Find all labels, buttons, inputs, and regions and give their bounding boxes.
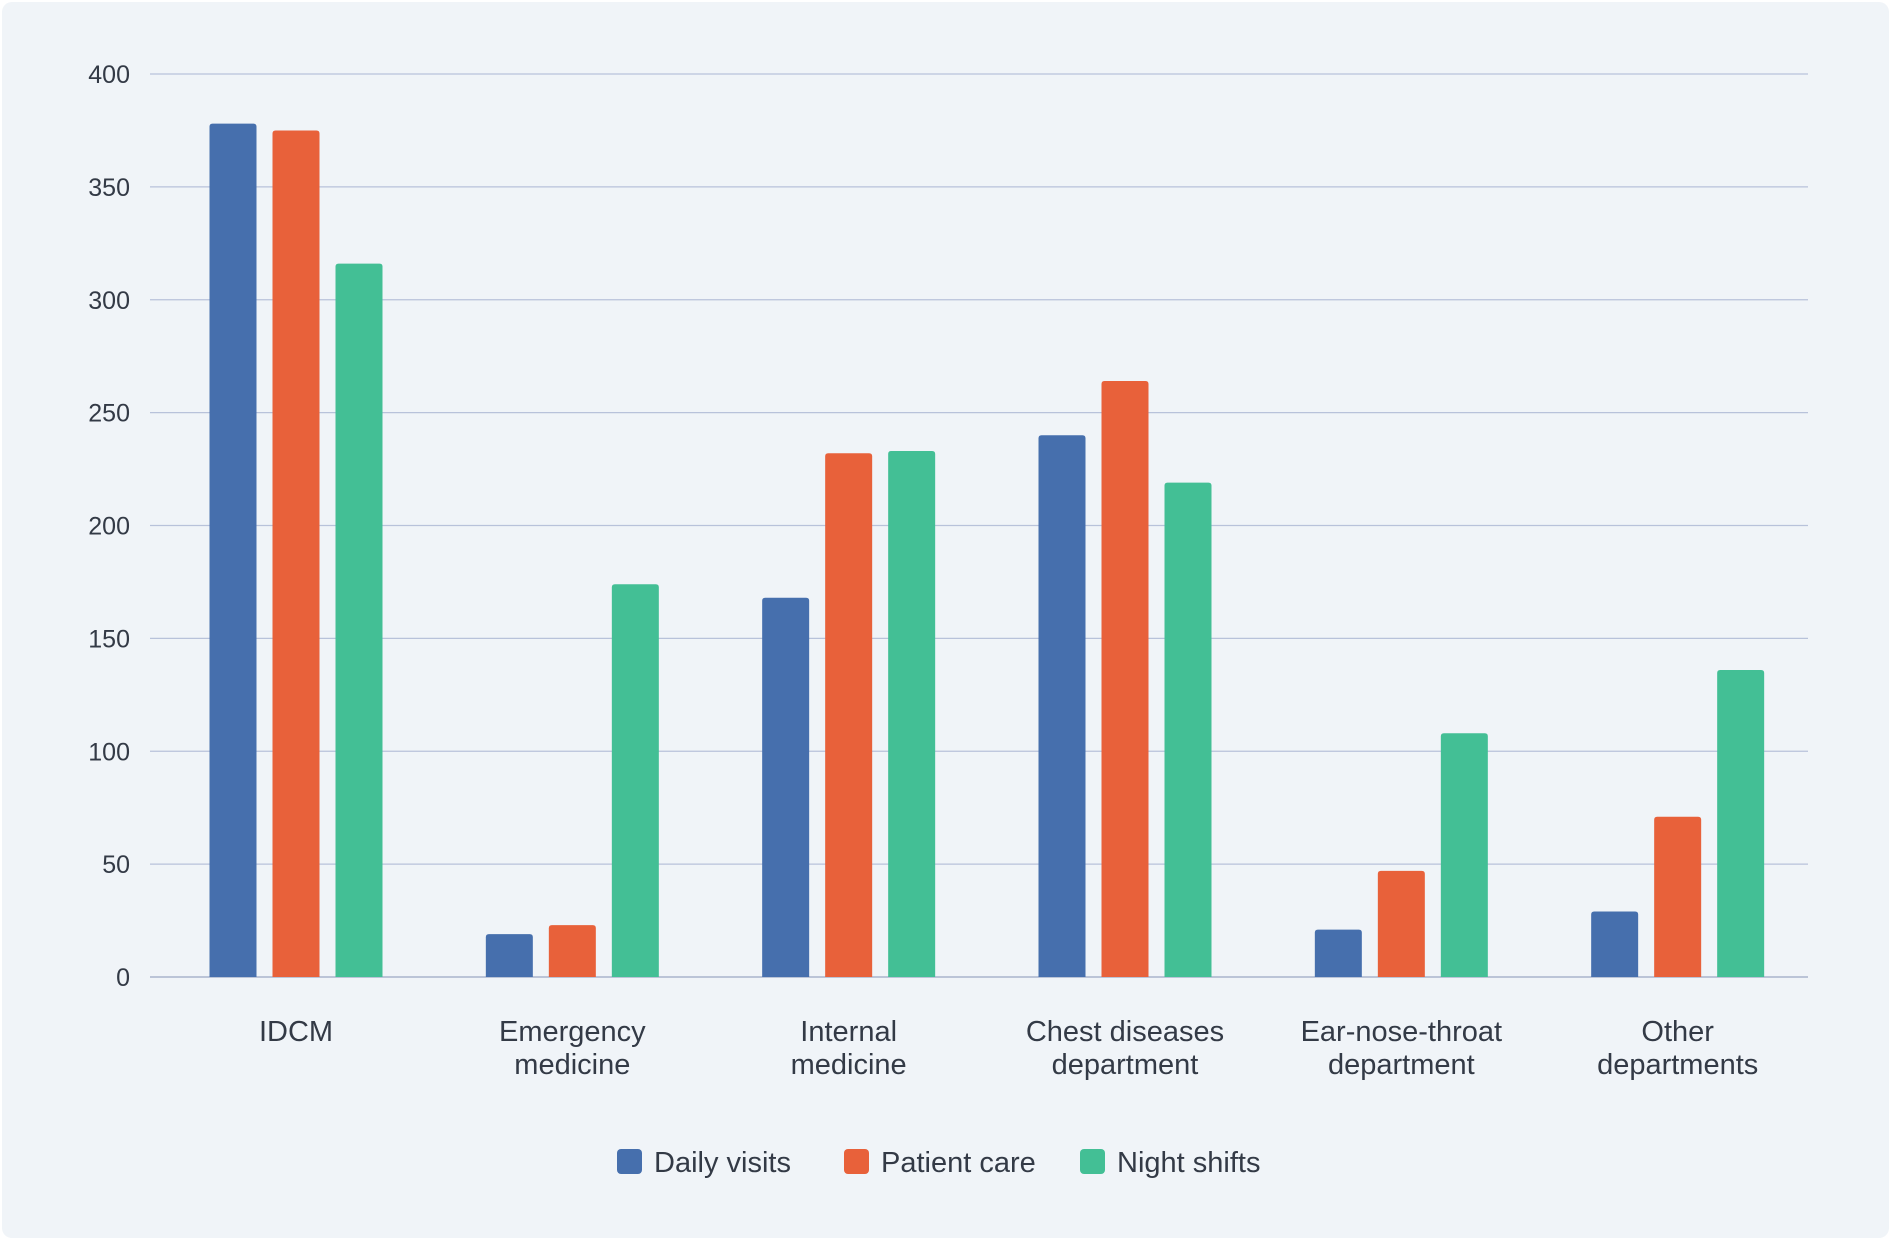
- legend-item: Patient care: [844, 1147, 1036, 1179]
- y-tick-label: 300: [88, 287, 130, 315]
- legend-swatch: [1080, 1149, 1105, 1174]
- bars: [209, 123, 1765, 978]
- y-tick-label: 250: [88, 400, 130, 428]
- legend-label: Night shifts: [1117, 1147, 1260, 1179]
- bar: [1591, 911, 1639, 977]
- bar: [1654, 816, 1702, 977]
- bar: [209, 123, 257, 978]
- y-axis-ticks: 0 50 100 150 200 250 300 350 400: [88, 61, 130, 992]
- bar: [1440, 733, 1488, 977]
- legend-label: Patient care: [881, 1147, 1036, 1179]
- legend-item: Night shifts: [1080, 1147, 1260, 1179]
- bar: [548, 925, 596, 977]
- y-tick-label: 100: [88, 738, 130, 766]
- x-category-label: Internal medicine: [791, 1016, 907, 1081]
- y-tick-label: 400: [88, 61, 130, 89]
- bar: [825, 453, 873, 977]
- bar: [1377, 870, 1425, 977]
- y-tick-label: 200: [88, 513, 130, 541]
- bar: [485, 934, 533, 977]
- bar: [611, 584, 659, 977]
- x-category-label: Chest diseases department: [1026, 1016, 1224, 1081]
- legend-swatch: [844, 1149, 869, 1174]
- legend-swatch: [617, 1149, 642, 1174]
- bar: [1717, 669, 1765, 977]
- y-tick-label: 50: [102, 851, 130, 879]
- x-category-label: IDCM: [259, 1016, 333, 1048]
- x-category-label: Other departments: [1597, 1016, 1758, 1081]
- bar: [1164, 482, 1212, 977]
- bar: [272, 130, 320, 977]
- bar: [888, 451, 936, 977]
- bar: [1038, 435, 1086, 977]
- y-tick-label: 150: [88, 625, 130, 653]
- y-tick-label: 0: [116, 964, 130, 992]
- y-tick-label: 350: [88, 174, 130, 202]
- bar: [1314, 929, 1362, 977]
- x-axis-categories: IDCM Emergency medicine Internal medicine Che…: [259, 1016, 1758, 1081]
- x-category-label: Emergency medicine: [499, 1016, 646, 1081]
- x-category-label: Ear-nose-throat department: [1301, 1016, 1503, 1081]
- legend: Daily visits Patient care Night shifts: [617, 1147, 1260, 1179]
- bar: [335, 263, 383, 977]
- bar: [1101, 381, 1149, 977]
- grid: [150, 73, 1808, 978]
- bar: [762, 597, 810, 977]
- legend-label: Daily visits: [654, 1147, 791, 1179]
- legend-item: Daily visits: [617, 1147, 791, 1179]
